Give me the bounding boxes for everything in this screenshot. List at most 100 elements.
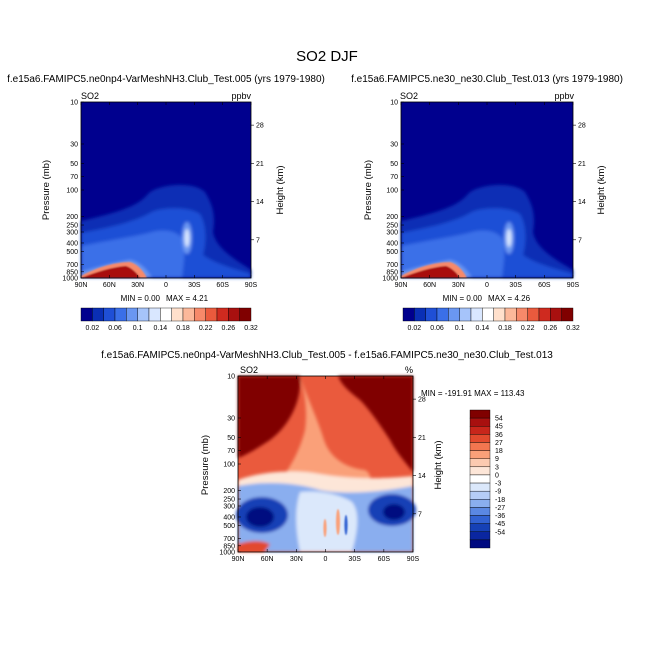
y-tick-label: 500 bbox=[223, 523, 235, 530]
panel-top-right-plume-core bbox=[506, 229, 512, 247]
colorbar-label: -36 bbox=[495, 513, 505, 520]
panel-top-right-title: f.e15a6.FAMIPC5.ne30_ne30.Club_Test.013 … bbox=[351, 74, 623, 85]
colorbar-label: 0.32 bbox=[244, 325, 258, 332]
y-tick-label: 300 bbox=[66, 229, 78, 236]
panel-bottom-upper-maximum-right bbox=[338, 376, 413, 472]
colorbar-swatch bbox=[469, 434, 491, 443]
colorbar-swatch bbox=[469, 417, 491, 427]
colorbar-swatch bbox=[469, 442, 491, 451]
panel-top-right-min: MIN = 0.00 bbox=[443, 294, 483, 303]
colorbar-label: 45 bbox=[495, 424, 503, 431]
colorbar-label: 0.26 bbox=[544, 325, 558, 332]
colorbar-label: 0.32 bbox=[566, 325, 580, 332]
panel-bottom-streak-3 bbox=[323, 519, 327, 537]
y-tick-label: 10 bbox=[390, 100, 398, 107]
x-tick-label: 30S bbox=[348, 556, 361, 563]
colorbar-swatch bbox=[228, 307, 240, 322]
colorbar-swatch bbox=[469, 458, 491, 468]
y-tick-label: 70 bbox=[390, 174, 398, 181]
panel-bottom-variable: SO2 bbox=[240, 365, 258, 375]
panel-top-left: f.e15a6.FAMIPC5.ne0np4-VarMeshNH3.Club_T… bbox=[7, 74, 325, 332]
panel-top-right-max: MAX = 4.26 bbox=[488, 294, 531, 303]
colorbar-label: -3 bbox=[495, 481, 501, 488]
x-tick-label: 60N bbox=[261, 556, 274, 563]
colorbar-swatch bbox=[469, 474, 491, 484]
colorbar-swatch bbox=[482, 307, 494, 322]
panel-top-left-ylabel: Pressure (mb) bbox=[41, 160, 52, 220]
panel-top-right-ylabel-right: Height (km) bbox=[596, 165, 607, 214]
colorbar-swatch bbox=[448, 307, 460, 322]
y-tick-label: 70 bbox=[70, 174, 78, 181]
colorbar-swatch bbox=[205, 307, 218, 322]
right-tick-label: 14 bbox=[418, 473, 426, 480]
right-tick-label: 7 bbox=[418, 511, 422, 518]
colorbar-swatch bbox=[538, 307, 551, 322]
y-tick-label: 400 bbox=[66, 240, 78, 247]
colorbar-label: -45 bbox=[495, 521, 505, 528]
panel-bottom-upper-maximum-left bbox=[238, 376, 301, 458]
y-tick-label: 850 bbox=[66, 269, 78, 276]
y-tick-label: 30 bbox=[227, 415, 235, 422]
y-tick-label: 700 bbox=[386, 262, 398, 269]
panel-bottom-units: % bbox=[405, 365, 413, 375]
colorbar-label: 0.18 bbox=[176, 325, 190, 332]
y-tick-label: 850 bbox=[223, 543, 235, 550]
x-tick-label: 0 bbox=[164, 282, 168, 289]
right-tick-label: 7 bbox=[578, 237, 582, 244]
x-tick-label: 0 bbox=[324, 556, 328, 563]
y-tick-label: 100 bbox=[223, 462, 235, 469]
panel-bottom-plot bbox=[236, 375, 416, 553]
colorbar-label: 18 bbox=[495, 448, 503, 455]
colorbar-label: 9 bbox=[495, 456, 499, 463]
x-tick-label: 90N bbox=[395, 282, 408, 289]
y-tick-label: 30 bbox=[70, 141, 78, 148]
x-tick-label: 90S bbox=[245, 282, 258, 289]
right-tick-label: 7 bbox=[256, 237, 260, 244]
panel-top-right-colorbar: 0.02 0.06 0.1 0.14 0.18 0.22 0.26 0.32 bbox=[402, 307, 580, 332]
colorbar-swatch bbox=[469, 515, 491, 524]
panel-bottom-minimum-right-core bbox=[383, 504, 405, 520]
colorbar-label: 0.18 bbox=[498, 325, 512, 332]
colorbar-swatch bbox=[402, 307, 415, 322]
y-tick-label: 1000 bbox=[219, 550, 235, 557]
colorbar-swatch bbox=[103, 307, 116, 322]
page-title: SO2 DJF bbox=[296, 48, 358, 65]
panel-top-left-colorbar: 0.02 0.06 0.1 0.14 0.18 0.22 0.26 0.32 bbox=[80, 307, 258, 332]
colorbar-label: -18 bbox=[495, 497, 505, 504]
right-tick-label: 21 bbox=[418, 435, 426, 442]
x-tick-label: 0 bbox=[485, 282, 489, 289]
colorbar-label: 0.26 bbox=[222, 325, 236, 332]
y-tick-label: 1000 bbox=[62, 276, 78, 283]
colorbar-swatch bbox=[469, 409, 491, 419]
right-tick-label: 14 bbox=[578, 199, 586, 206]
colorbar-label: 0.06 bbox=[108, 325, 122, 332]
colorbar-swatch bbox=[469, 490, 491, 500]
y-tick-label: 30 bbox=[390, 141, 398, 148]
colorbar-label: 0.14 bbox=[476, 325, 490, 332]
y-tick-label: 10 bbox=[227, 374, 235, 381]
y-tick-label: 700 bbox=[66, 262, 78, 269]
x-tick-label: 90N bbox=[75, 282, 88, 289]
y-tick-label: 50 bbox=[70, 161, 78, 168]
colorbar-swatch bbox=[436, 307, 449, 322]
colorbar-label: 0.06 bbox=[430, 325, 444, 332]
y-tick-label: 400 bbox=[223, 514, 235, 521]
colorbar-swatch bbox=[114, 307, 127, 322]
right-tick-label: 28 bbox=[578, 123, 586, 130]
colorbar-swatch bbox=[504, 307, 517, 322]
colorbar-swatch bbox=[148, 307, 161, 322]
x-tick-label: 30S bbox=[188, 282, 201, 289]
y-tick-label: 200 bbox=[386, 214, 398, 221]
colorbar-swatch bbox=[160, 307, 172, 322]
panel-bottom-neutral-core bbox=[296, 491, 358, 552]
colorbar-swatch bbox=[561, 307, 574, 322]
right-tick-label: 28 bbox=[256, 123, 264, 130]
colorbar-swatch bbox=[194, 307, 206, 322]
panel-top-left-max: MAX = 4.21 bbox=[166, 294, 209, 303]
x-tick-label: 60S bbox=[538, 282, 551, 289]
colorbar-swatch bbox=[516, 307, 528, 322]
